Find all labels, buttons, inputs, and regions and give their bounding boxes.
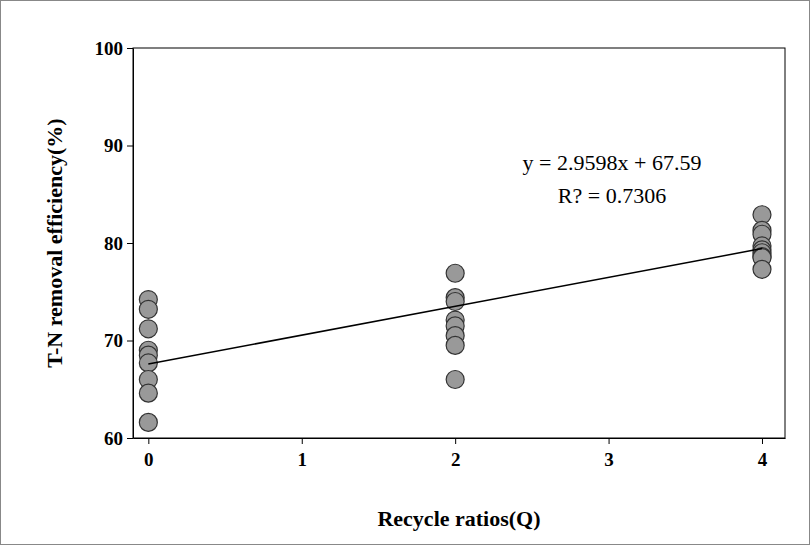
point <box>139 320 157 338</box>
x-axis-title: Recycle ratios(Q) <box>377 506 540 531</box>
y-tick-mark <box>127 438 133 439</box>
y-tick-label: 60 <box>104 428 123 449</box>
plot: 0 1 2 3 4 60 70 80 90 100 <box>95 38 786 470</box>
x-tick: 3 <box>604 438 614 470</box>
point <box>139 300 157 318</box>
y-tick-mark <box>127 341 133 342</box>
x-tick: 0 <box>144 438 154 470</box>
chart-border <box>1 1 810 545</box>
y-tick: 100 <box>95 38 134 59</box>
x-tick-label: 2 <box>451 449 461 470</box>
annotation: y = 2.9598x + 67.59 <box>523 150 702 175</box>
point <box>753 260 771 278</box>
y-tick-label: 90 <box>104 135 123 156</box>
y-tick-mark <box>127 48 133 49</box>
y-tick-label: 100 <box>95 38 124 59</box>
x-tick-mark <box>455 438 456 444</box>
point <box>446 264 464 282</box>
x-tick: 2 <box>451 438 461 470</box>
y-tick-label: 70 <box>104 330 123 351</box>
x-tick: 1 <box>298 438 308 470</box>
y-axis-line <box>133 49 134 439</box>
x-axis-line <box>134 438 786 439</box>
trend-line <box>148 249 762 364</box>
x-tick-mark <box>148 438 149 444</box>
plot-frame <box>133 48 785 438</box>
y-axis-title: T-N removal efficiency(%) <box>42 118 67 367</box>
y-tick-mark <box>127 243 133 244</box>
point <box>446 371 464 389</box>
annotation: R? = 0.7306 <box>558 183 666 208</box>
x-tick-label: 0 <box>144 449 154 470</box>
x-tick-label: 1 <box>298 449 308 470</box>
y-tick: 60 <box>104 428 133 449</box>
x-tick-mark <box>762 438 763 444</box>
x-axis: 0 1 2 3 4 <box>134 438 786 470</box>
x-tick: 4 <box>758 438 768 470</box>
point <box>139 384 157 402</box>
x-tick-mark <box>609 438 610 444</box>
x-tick-label: 4 <box>758 449 768 470</box>
y-tick-mark <box>127 146 133 147</box>
point <box>139 413 157 431</box>
point <box>446 336 464 354</box>
x-tick-mark <box>302 438 303 444</box>
marks <box>139 206 771 432</box>
y-tick: 90 <box>104 135 133 156</box>
y-tick: 70 <box>104 330 133 351</box>
y-tick-label: 80 <box>104 233 123 254</box>
x-tick-label: 3 <box>604 449 614 470</box>
y-axis: 60 70 80 90 100 <box>95 38 134 449</box>
y-tick: 80 <box>104 233 133 254</box>
chart: 0 1 2 3 4 60 70 80 90 100 Recycle ratios(Q) T-N rem… <box>0 0 810 545</box>
